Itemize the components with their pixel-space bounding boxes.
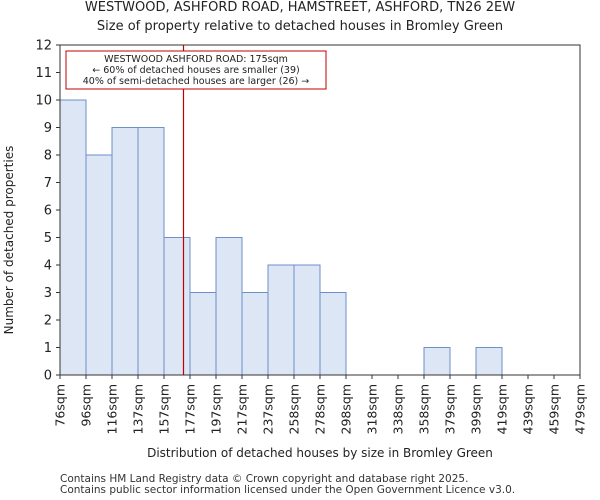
y-tick-label: 5 [44, 231, 52, 246]
x-axis-label: Distribution of detached houses by size … [147, 446, 493, 460]
x-tick-label: 459sqm [547, 384, 562, 434]
bar-399sqm [475, 347, 503, 376]
x-tick-label: 237sqm [261, 384, 276, 434]
x-tick-label: 439sqm [521, 384, 536, 434]
x-tick-label: 258sqm [287, 384, 302, 434]
bar-177sqm [189, 292, 217, 376]
x-tick-label: 76sqm [53, 384, 68, 427]
y-tick-label: 6 [44, 204, 52, 219]
annotation-line-1: WESTWOOD ASHFORD ROAD: 175sqm [104, 54, 288, 65]
x-tick-label: 379sqm [443, 384, 458, 434]
x-tick-label: 96sqm [79, 384, 94, 427]
x-tick-label: 278sqm [313, 384, 328, 434]
bar-116sqm [111, 127, 139, 376]
bar-217sqm [241, 292, 269, 376]
y-tick-label: 3 [44, 286, 52, 301]
y-tick-label: 1 [44, 341, 52, 356]
y-tick-label: 8 [44, 149, 52, 164]
x-tick-label: 137sqm [131, 384, 146, 434]
x-tick-label: 318sqm [365, 384, 380, 434]
x-tick-label: 177sqm [183, 384, 198, 434]
bar-258sqm [293, 264, 321, 376]
x-tick-label: 399sqm [469, 384, 484, 434]
chart-title: WESTWOOD, ASHFORD ROAD, HAMSTREET, ASHFO… [84, 0, 516, 15]
x-tick-label: 358sqm [417, 384, 432, 434]
annotation-line-2: ← 60% of detached houses are smaller (39… [92, 65, 299, 76]
bar-237sqm [267, 264, 295, 376]
y-tick-label: 2 [44, 314, 52, 329]
y-tick-label: 7 [44, 176, 52, 191]
y-tick-label: 9 [44, 121, 52, 136]
bar-96sqm [85, 154, 113, 376]
bar-197sqm [215, 237, 243, 376]
y-tick-label: 4 [44, 259, 52, 274]
x-tick-label: 419sqm [495, 384, 510, 434]
bars-group [59, 99, 503, 376]
bar-358sqm [423, 347, 451, 376]
annotation-line-3: 40% of semi-detached houses are larger (… [83, 76, 310, 87]
bar-278sqm [319, 292, 347, 376]
y-tick-label: 0 [44, 369, 52, 384]
x-axis: 76sqm 96sqm 116sqm 137sqm 157sqm 177sqm 197sqm… [53, 375, 588, 434]
y-tick-label: 12 [35, 39, 52, 54]
y-tick-label: 11 [35, 66, 52, 81]
footer-copyright: Contains HM Land Registry data © Crown c… [60, 473, 469, 485]
plot-frame [59, 44, 581, 376]
x-tick-label: 338sqm [391, 384, 406, 434]
x-tick-label: 197sqm [209, 384, 224, 434]
annotation-box [65, 50, 327, 90]
bar-76sqm [59, 99, 87, 376]
chart-subtitle: Size of property relative to detached ho… [96, 19, 504, 34]
y-tick-label: 10 [35, 94, 52, 109]
x-tick-label: 157sqm [157, 384, 172, 434]
x-tick-label: 116sqm [105, 384, 120, 434]
x-tick-label: 298sqm [339, 384, 354, 434]
bar-157sqm [163, 237, 191, 376]
footer-licence: Contains public sector information licen… [60, 484, 516, 496]
x-tick-label: 217sqm [235, 384, 250, 434]
x-tick-label: 479sqm [573, 384, 588, 434]
y-axis-label: Number of detached properties [2, 146, 16, 335]
bar-137sqm [137, 127, 165, 376]
